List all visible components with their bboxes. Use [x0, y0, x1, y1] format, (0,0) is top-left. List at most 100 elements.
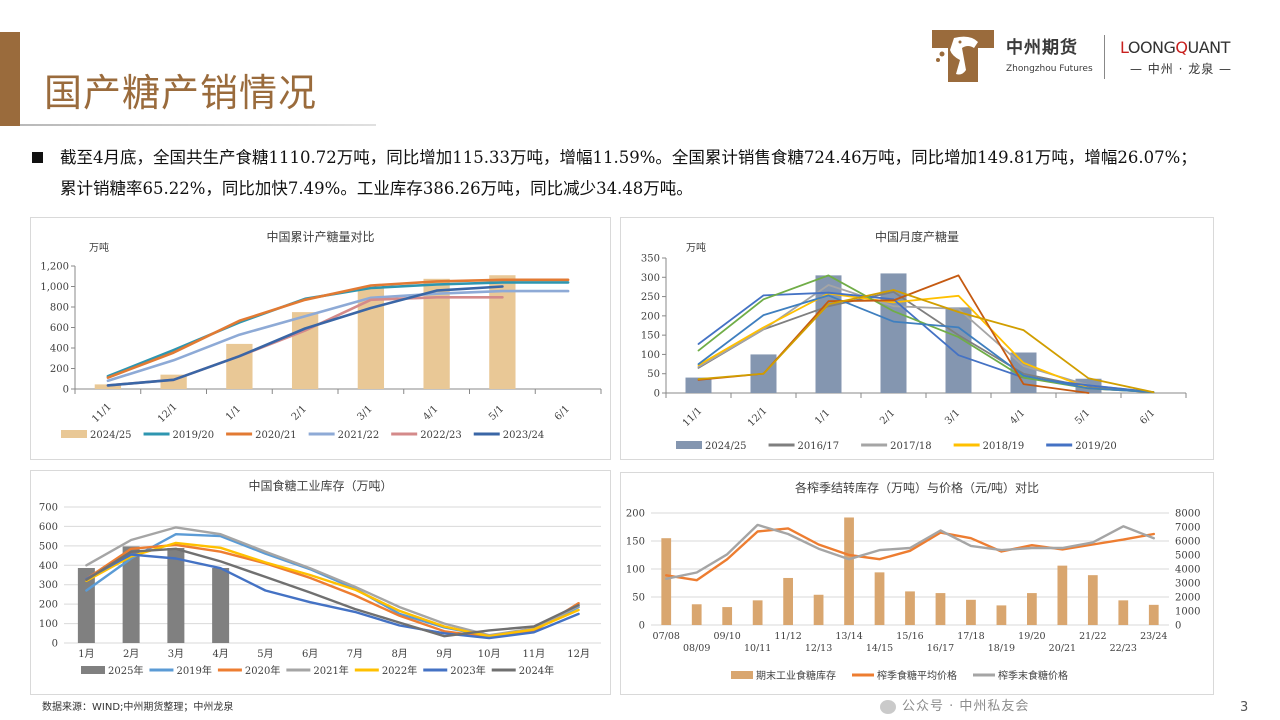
y-tick-label: 150 — [626, 537, 645, 548]
x-tick-label: 4/1 — [1008, 408, 1027, 427]
legend-swatch — [81, 666, 105, 674]
lq-rest: UANT — [1187, 38, 1231, 57]
brand-name-en: Zhongzhou Futures — [1006, 64, 1093, 74]
y2-tick-label: 4000 — [1175, 565, 1200, 576]
bar — [1057, 565, 1068, 625]
x-tick-label: 1/1 — [224, 404, 243, 423]
bar — [935, 593, 946, 625]
y-tick-label: 600 — [50, 323, 69, 334]
legend-label: 期末工业食糖库存 — [756, 669, 836, 682]
legend-label: 2024/25 — [705, 441, 747, 452]
x-tick-label: 22/23 — [1110, 643, 1137, 654]
bar — [685, 377, 712, 393]
x-tick-label: 13/14 — [835, 631, 862, 642]
bar — [905, 591, 915, 625]
bar — [844, 517, 854, 625]
y2-tick-label: 3000 — [1175, 579, 1200, 590]
y-tick-label: 100 — [626, 565, 645, 576]
y-tick-label: 0 — [654, 389, 660, 400]
y-tick-label: 150 — [641, 331, 660, 342]
legend-label: 2019/20 — [1075, 441, 1117, 452]
series-line — [697, 294, 1155, 394]
x-tick-label: 23/24 — [1140, 631, 1167, 642]
x-tick-label: 17/18 — [957, 631, 984, 642]
x-tick-label: 08/09 — [683, 643, 710, 654]
y-tick-label: 1,200 — [40, 262, 69, 273]
bar — [874, 572, 885, 625]
legend-label: 2023年 — [450, 664, 485, 677]
bar — [1118, 600, 1129, 625]
y-tick-label: 250 — [641, 292, 660, 303]
chart-title: 中国月度产糖量 — [874, 230, 959, 244]
x-tick-label: 10月 — [478, 648, 501, 660]
legend-label: 2019/20 — [173, 430, 215, 441]
loongquant-subtitle: — 中州 · 龙泉 — — [1129, 62, 1233, 76]
y-tick-label: 200 — [39, 600, 58, 611]
watermark-group: 公众号 · 中州私友会 — [880, 697, 1029, 717]
x-tick-label: 3月 — [168, 648, 184, 660]
page-number: 3 — [1240, 700, 1249, 715]
lq-mid: OONG — [1127, 38, 1176, 57]
y-tick-label: 600 — [39, 522, 58, 533]
legend-swatch — [61, 430, 87, 438]
loongquant-logo: LOONGQUANT — [1120, 38, 1230, 58]
bar — [996, 605, 1007, 625]
x-tick-label: 4/1 — [421, 404, 440, 423]
y-tick-label: 100 — [641, 350, 660, 361]
legend-swatch — [731, 671, 753, 679]
bar — [1087, 575, 1098, 625]
x-tick-label: 19/20 — [1018, 631, 1045, 642]
x-tick-label: 3/1 — [943, 408, 962, 427]
brand-name-cn: 中州期货 — [1006, 38, 1078, 58]
title-underline — [20, 124, 376, 126]
chart-panel-inventory: 0 100 200 300 400 500 600 700 1月 2月 3月 4月 5月 6月 7月 8月 9月… — [30, 470, 611, 695]
y2-tick-label: 7000 — [1175, 523, 1200, 534]
lq-q: Q — [1175, 38, 1188, 57]
x-tick-label: 6月 — [302, 648, 318, 660]
bar — [489, 275, 516, 389]
series-line — [106, 278, 570, 379]
x-tick-label: 11/1 — [681, 405, 705, 429]
bullet-icon — [32, 152, 43, 163]
x-tick-label: 11月 — [523, 648, 546, 660]
legend-label: 2019年 — [176, 664, 211, 677]
x-tick-label: 5/1 — [487, 404, 506, 423]
x-tick-label: 12月 — [567, 648, 590, 660]
data-source: 数据来源：WIND;中州期货整理；中州龙泉 — [42, 702, 234, 713]
legend-label: 2022年 — [382, 664, 417, 677]
x-tick-label: 12/1 — [746, 405, 770, 429]
x-tick-label: 18/19 — [988, 643, 1015, 654]
chart-title: 中国食糖工业库存（万吨） — [248, 479, 393, 493]
legend-label: 2017/18 — [890, 441, 932, 452]
logo-divider — [1104, 35, 1105, 79]
y2-tick-label: 8000 — [1175, 509, 1200, 520]
chart-panel-monthly: 万吨 0 50 100 150 200 250 300 350 11/1 12/1 1/1 2/1 3/1… — [620, 217, 1214, 460]
y-tick-label: 0 — [639, 621, 645, 632]
y-tick-label: 400 — [39, 561, 58, 572]
x-tick-label: 07/08 — [653, 631, 680, 642]
x-tick-label: 2/1 — [878, 408, 897, 427]
series-line — [106, 285, 504, 387]
legend-label: 榨季食糖平均价格 — [877, 669, 957, 682]
x-tick-label: 6/1 — [553, 404, 572, 423]
bar — [167, 547, 185, 643]
bar — [966, 599, 976, 625]
bar — [722, 607, 733, 625]
x-tick-label: 21/22 — [1079, 631, 1106, 642]
x-tick-label: 12/1 — [156, 401, 180, 425]
chart-cumulative: 万吨 0 200 400 600 800 1,000 1,200 11/1 12/1 1/1 2/1 3… — [40, 241, 602, 441]
lq-prefix: L — [1120, 38, 1128, 57]
chart-carryover: 0501001502000100020003000400050006000700… — [626, 509, 1201, 683]
chart-inventory: 0 100 200 300 400 500 600 700 1月 2月 3月 4月 5月 6月 7月 8月 9月… — [39, 503, 601, 677]
chart-panel-cumulative: 万吨 0 200 400 600 800 1,000 1,200 11/1 12/1 1/1 2/1 3… — [30, 217, 611, 460]
series-line — [665, 523, 1155, 581]
title-accent-bar — [0, 32, 20, 126]
y-tick-label: 200 — [641, 311, 660, 322]
bar — [691, 604, 702, 625]
y-tick-label: 300 — [39, 580, 58, 591]
x-tick-label: 1/1 — [813, 408, 832, 427]
legend-label: 2021年 — [313, 664, 348, 677]
x-tick-label: 14/15 — [866, 643, 893, 654]
series-line — [697, 289, 1155, 394]
legend-label: 2020/21 — [255, 430, 297, 441]
